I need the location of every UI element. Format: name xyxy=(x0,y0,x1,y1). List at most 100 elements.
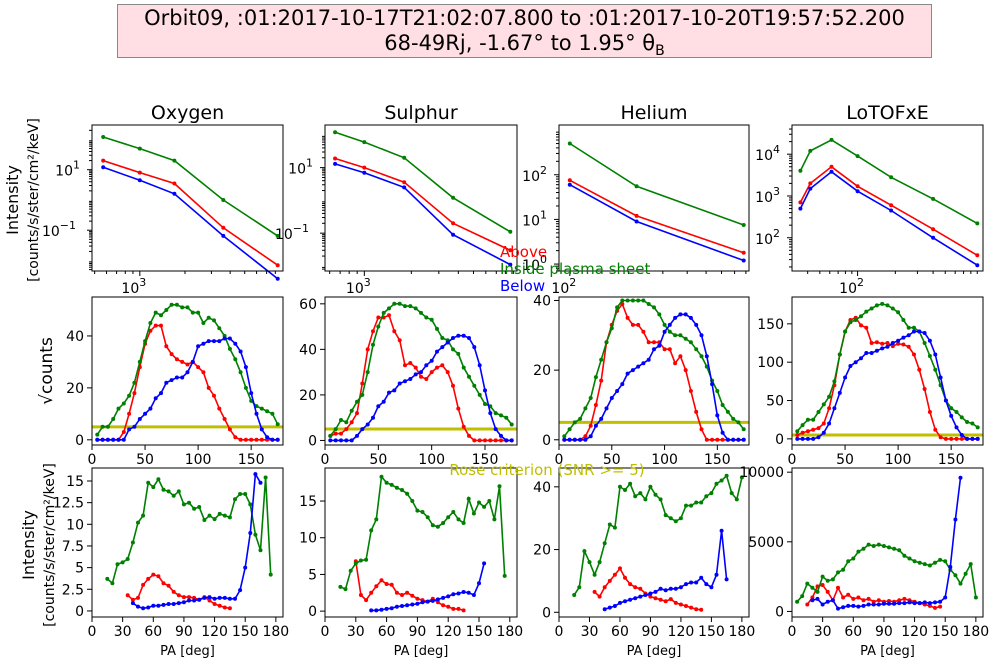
data-point-inside xyxy=(641,298,646,303)
series-line-above xyxy=(569,179,744,254)
data-point-inside xyxy=(933,560,937,565)
data-point-inside xyxy=(467,374,471,379)
data-point-inside xyxy=(328,433,333,438)
data-point-inside xyxy=(101,135,106,139)
data-point-above xyxy=(499,438,503,443)
subplot-title-oxygen-energy: Oxygen xyxy=(151,102,224,124)
data-point-inside xyxy=(504,415,509,420)
data-point-above xyxy=(483,438,487,443)
data-point-inside xyxy=(609,326,614,331)
data-point-inside xyxy=(441,521,446,525)
data-point-inside xyxy=(243,385,248,390)
data-point-below xyxy=(392,388,397,393)
data-point-above xyxy=(227,427,232,432)
data-point-below xyxy=(153,396,158,401)
data-point-above xyxy=(636,322,641,327)
data-point-above xyxy=(369,590,374,595)
data-point-below xyxy=(662,329,667,334)
data-point-inside xyxy=(349,408,354,413)
data-point-above xyxy=(445,370,450,375)
data-point-inside xyxy=(493,411,498,416)
subplot-lotofxe-counts: 0 50 100 150 0 50 100 150 xyxy=(757,296,984,468)
title-line-2: 68-49Rj, -1.67° to 1.95° θB xyxy=(118,31,931,59)
data-point-inside xyxy=(620,298,625,303)
data-point-above xyxy=(451,383,455,388)
x-tick-label: 180 xyxy=(729,624,756,640)
data-point-inside xyxy=(968,562,973,567)
data-point-below xyxy=(827,421,832,426)
data-point-inside xyxy=(221,198,226,202)
y-tick-label: 101 xyxy=(522,208,547,229)
data-point-inside xyxy=(115,562,120,567)
subplot-lotofxe-energy xyxy=(787,124,984,276)
data-point-above xyxy=(275,263,280,268)
data-point-below xyxy=(410,602,415,607)
data-point-below xyxy=(430,598,435,603)
data-point-inside xyxy=(874,303,879,308)
data-point-inside xyxy=(885,303,890,308)
data-point-below xyxy=(641,361,646,366)
y-tick-label-base: 10 xyxy=(522,213,540,229)
data-point-above xyxy=(349,420,354,425)
data-point-below xyxy=(848,364,853,368)
y-tick-label: 101 xyxy=(55,159,80,180)
y-tick-label-base: 10 xyxy=(522,258,540,274)
data-point-below xyxy=(683,312,688,317)
data-point-inside xyxy=(461,521,466,525)
data-point-above xyxy=(212,602,217,606)
axes-frame xyxy=(91,124,284,272)
data-point-below xyxy=(482,561,487,566)
y-tick-label-base: 10 xyxy=(522,169,540,185)
data-point-inside xyxy=(714,481,719,486)
data-point-inside xyxy=(238,370,243,375)
data-point-inside xyxy=(121,401,126,406)
data-point-inside xyxy=(832,379,837,384)
data-point-below xyxy=(567,437,572,442)
y-tick-label-exp: 1 xyxy=(73,159,80,172)
y-tick-label: 5 xyxy=(308,567,317,583)
data-point-inside xyxy=(887,545,891,550)
data-point-inside xyxy=(376,324,381,329)
series-line-above xyxy=(796,316,978,440)
data-point-below xyxy=(572,437,577,442)
data-point-inside xyxy=(683,336,688,341)
data-point-inside xyxy=(917,560,922,565)
data-point-above xyxy=(130,597,135,602)
x-tick-label: 120 xyxy=(435,624,462,640)
y-tick-label: 0 xyxy=(308,604,317,620)
data-point-above xyxy=(435,365,439,370)
y-tick-label: 100 xyxy=(522,253,547,274)
x-tick-label: 180 xyxy=(262,624,289,640)
x-tick-label: 90 xyxy=(875,624,893,640)
data-point-inside xyxy=(892,546,897,551)
data-point-inside xyxy=(248,502,253,507)
data-point-inside xyxy=(429,317,434,322)
data-point-inside xyxy=(694,500,699,505)
y-tick-label: 15 xyxy=(299,494,317,510)
data-point-above xyxy=(927,410,932,414)
data-point-inside xyxy=(456,517,461,522)
y-tick-label-exp: 4 xyxy=(773,143,780,156)
data-point-above xyxy=(866,596,871,601)
data-point-below xyxy=(270,437,275,442)
data-point-above xyxy=(602,585,607,590)
data-point-above xyxy=(933,605,937,610)
x-tick-label: 100 xyxy=(885,452,912,468)
y-tick-label: 50 xyxy=(766,394,784,410)
data-point-below xyxy=(206,339,211,344)
data-point-below xyxy=(954,425,959,430)
data-point-below xyxy=(881,601,886,606)
y-tick-label-base: 10 xyxy=(55,164,73,180)
data-point-below xyxy=(222,336,227,341)
data-point-below xyxy=(446,594,451,599)
data-point-below xyxy=(143,411,148,416)
data-point-above xyxy=(889,203,894,208)
y-tick-label: 20 xyxy=(533,363,551,379)
data-point-below xyxy=(275,437,280,442)
x-tick-label: 100 xyxy=(651,452,678,468)
data-point-below xyxy=(958,475,963,480)
data-point-below xyxy=(253,472,258,477)
data-point-inside xyxy=(161,487,166,492)
data-point-above xyxy=(488,438,493,443)
data-point-inside xyxy=(159,313,163,318)
